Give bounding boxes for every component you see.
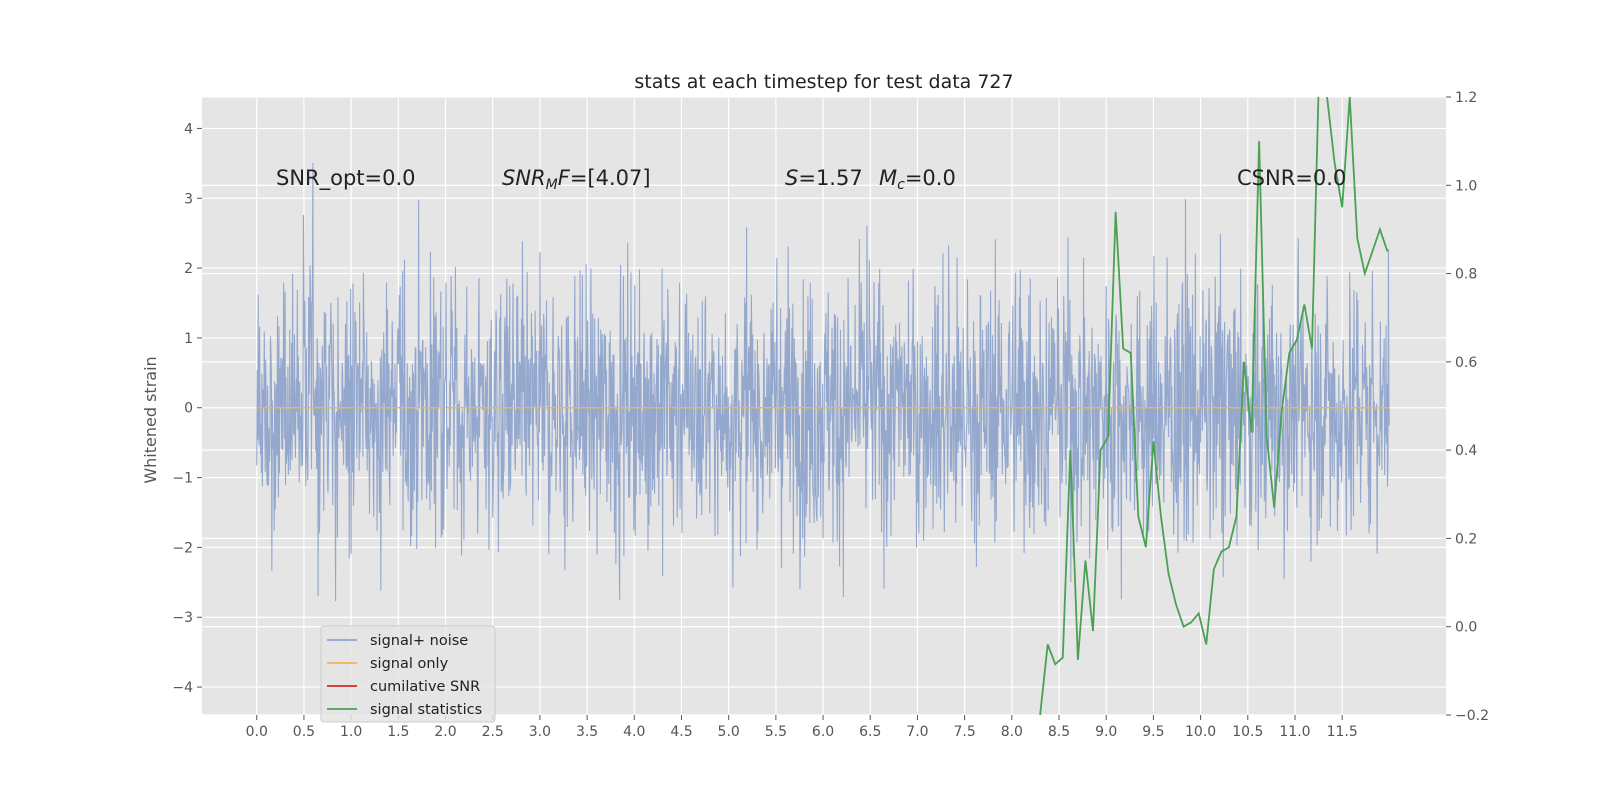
annotation-part: =1.57: [798, 166, 862, 190]
y2-tick-label: 0.6: [1455, 355, 1477, 371]
annotation-part: CSNR=0.0: [1237, 166, 1346, 190]
chart-title: stats at each timestep for test data 727: [634, 71, 1013, 93]
x-tick-label: 6.5: [859, 724, 881, 740]
x-tick-label: 11.0: [1279, 724, 1310, 740]
x-tick-label: 8.0: [1001, 724, 1023, 740]
x-tick-label: 4.5: [670, 724, 692, 740]
x-tick-label: 6.0: [812, 724, 834, 740]
annotation-part: SNR_opt=0.0: [276, 166, 416, 191]
legend: signal+ noise signal only cumilative SNR si…: [320, 625, 496, 723]
x-tick-label: 5.0: [718, 724, 740, 740]
series-signal-noise: [256, 162, 1390, 602]
y-tick-label: 4: [184, 121, 193, 137]
y-tick-label: 1: [184, 331, 193, 347]
x-tick-label: 10.5: [1232, 724, 1263, 740]
y2-tick-label: 1.0: [1455, 178, 1477, 194]
y2-tick-label: 0.4: [1455, 443, 1477, 459]
x-tick-label: 8.5: [1048, 724, 1070, 740]
x-tick-label: 10.0: [1185, 724, 1216, 740]
y-tick-label: −3: [172, 610, 193, 626]
x-tick-label: 9.0: [1095, 724, 1117, 740]
annotation-part: SNR: [502, 166, 546, 190]
legend-label: cumilative SNR: [370, 679, 480, 695]
annotation-snr-mf: SNRMF=[4.07]: [502, 166, 651, 193]
y2-tick-label: 1.2: [1455, 90, 1477, 106]
y2-tick-label: 0.0: [1455, 620, 1477, 636]
annotation-part: M: [546, 177, 558, 193]
y-tick-label: −1: [172, 471, 193, 487]
y2-tick-label: −0.2: [1455, 708, 1489, 724]
annotation-part: S: [785, 166, 798, 190]
annotations: SNR_opt=0.0 SNRMF=[4.07] S=1.57 Mc=0.0 CSNR=…: [276, 166, 1346, 193]
y-tick-label: −4: [172, 680, 193, 696]
x-tick-label: 3.0: [529, 724, 551, 740]
y-tick-label: −2: [172, 540, 193, 556]
y-tick-label: 3: [184, 191, 193, 207]
annotation-mc: Mc=0.0: [879, 166, 956, 193]
y2-tick-label: 0.8: [1455, 267, 1477, 283]
axes: 0.0 0.5 1.0 1.5 2.0 2.5 3.0 3.5 4.0 4.5 5.0 5.5 6.0 6…: [172, 90, 1489, 740]
signal-noise-line: [256, 162, 1390, 602]
annotation-part: F: [558, 166, 571, 190]
x-tick-label: 1.0: [340, 724, 362, 740]
x-tick-label: 7.0: [906, 724, 928, 740]
x-tick-label: 7.5: [954, 724, 976, 740]
legend-box: [320, 625, 496, 723]
annotation-snr-opt: SNR_opt=0.0: [276, 166, 416, 191]
annotation-part: =[4.07]: [570, 166, 651, 190]
annotation-part: =0.0: [905, 166, 956, 190]
signal-statistics-line: [1039, 97, 1389, 715]
y2-tick-label: 0.2: [1455, 531, 1477, 547]
x-tick-label: 0.5: [293, 724, 315, 740]
y-tick-label: 2: [184, 261, 193, 277]
x-tick-label: 1.5: [387, 724, 409, 740]
x-tick-label: 4.0: [623, 724, 645, 740]
annotation-csnr: CSNR=0.0: [1237, 166, 1346, 190]
legend-label: signal only: [370, 656, 449, 672]
x-tick-label: 2.5: [482, 724, 504, 740]
legend-label: signal+ noise: [370, 633, 468, 649]
y-axis-label: Whitened strain: [141, 356, 160, 483]
annotation-part: M: [879, 166, 897, 190]
annotation-part: c: [897, 177, 905, 193]
x-tick-label: 9.5: [1142, 724, 1164, 740]
x-tick-label: 3.5: [576, 724, 598, 740]
legend-label: signal statistics: [370, 702, 482, 718]
x-tick-label: 2.0: [434, 724, 456, 740]
x-tick-label: 11.5: [1327, 724, 1358, 740]
annotation-s-stat: S=1.57: [785, 166, 863, 190]
y-tick-label: 0: [184, 401, 193, 417]
x-tick-label: 0.0: [246, 724, 268, 740]
x-tick-label: 5.5: [765, 724, 787, 740]
series-signal-statistics: [1039, 97, 1389, 715]
